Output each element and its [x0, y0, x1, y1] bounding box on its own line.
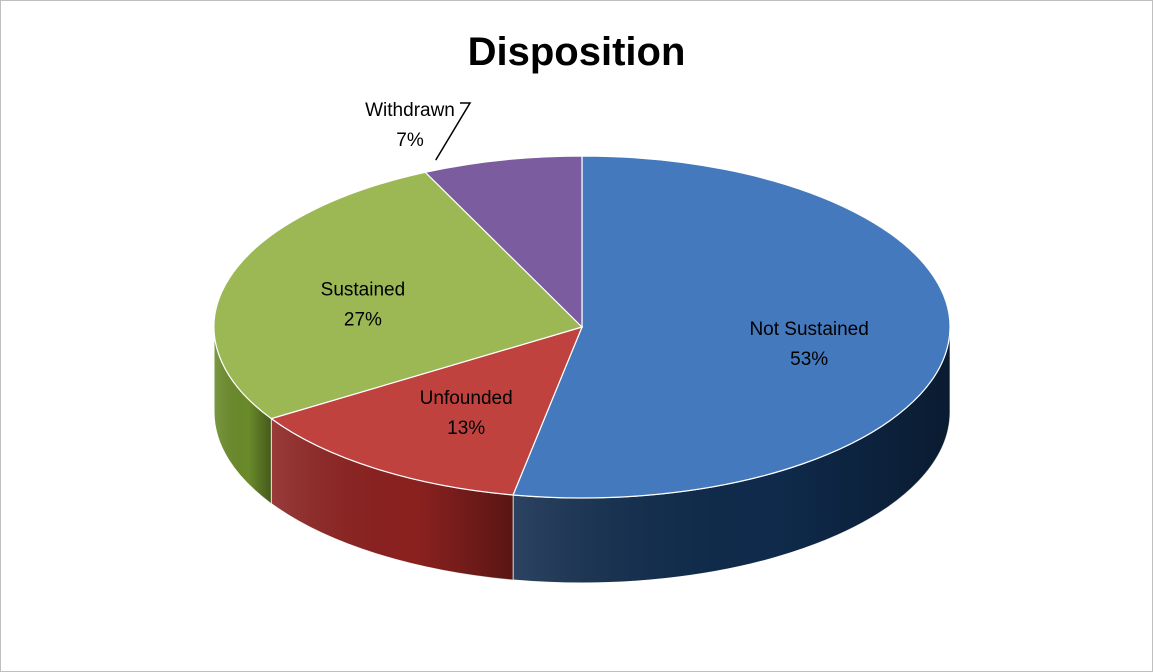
- slice-side-shade-not-sustained: [513, 327, 950, 583]
- slice-percent-sustained: 27%: [344, 309, 382, 330]
- pie-sides: [213, 326, 951, 584]
- slice-withdrawn: [424, 155, 583, 329]
- pie-tops: [213, 155, 951, 499]
- slice-percent-unfounded: 13%: [447, 418, 485, 439]
- slice-sustained: [213, 171, 584, 420]
- slice-label-withdrawn: Withdrawn: [365, 100, 455, 121]
- slice-side-shade-sustained: [214, 327, 272, 504]
- slice-label-not-sustained: Not Sustained: [749, 319, 868, 340]
- slice-unfounded: [269, 326, 584, 496]
- slice-label-sustained: Sustained: [321, 279, 406, 300]
- slice-percent-withdrawn: 7%: [396, 130, 424, 151]
- slice-side-shade-unfounded: [271, 418, 514, 580]
- leader-lines: [435, 102, 472, 161]
- chart-title: Disposition: [467, 30, 686, 74]
- slice-labels: Not Sustained 53% Unfounded 13% Sustained 27%…: [321, 100, 869, 439]
- slice-not-sustained: [512, 155, 951, 499]
- slice-label-unfounded: Unfounded: [420, 388, 513, 409]
- slice-percent-not-sustained: 53%: [790, 349, 828, 370]
- leader-line-withdrawn: [435, 102, 472, 161]
